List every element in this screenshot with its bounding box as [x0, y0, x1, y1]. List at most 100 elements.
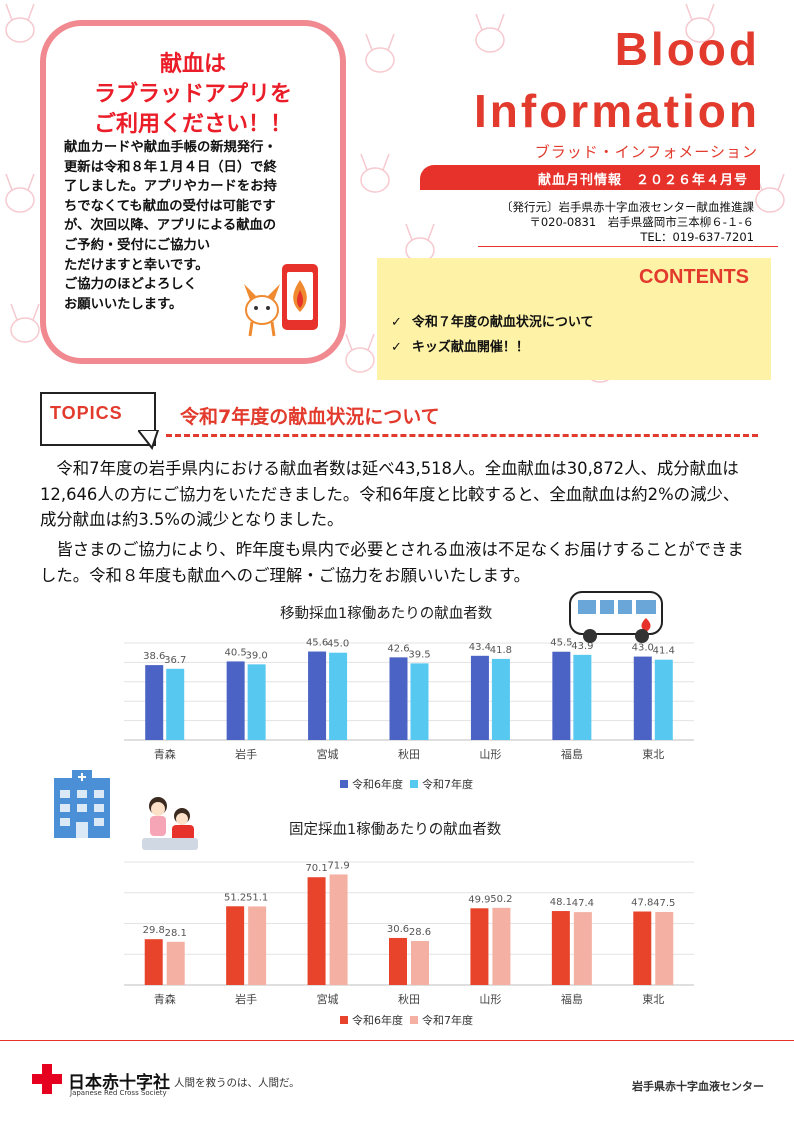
subtitle: ブラッド・インフォメーション: [534, 143, 758, 161]
check-icon: ✓: [391, 340, 402, 355]
bar: [411, 941, 429, 985]
bar: [654, 659, 673, 740]
data-label: 50.2: [490, 894, 512, 905]
publisher: 〔発行元〕岩手県赤十字血液センター献血推進課: [501, 200, 754, 214]
data-label: 48.1: [550, 897, 572, 908]
legend-label: 令和7年度: [422, 778, 473, 791]
category-label: 福島: [561, 747, 583, 761]
topic-paragraph: 皆さまのご協力により、昨年度も県内で必要とされる血液は不足なくお届けすることがで…: [40, 540, 744, 585]
category-label: 宮城: [317, 747, 339, 761]
bar: [389, 657, 408, 740]
chart-legend: 令和6年度 令和7年度: [340, 1012, 473, 1028]
title-information: Information: [474, 85, 760, 137]
topics-label: TOPICS: [50, 403, 123, 423]
legend-swatch: [340, 1016, 348, 1024]
bar: [226, 661, 245, 740]
bar: [389, 937, 407, 985]
org-name: 日本赤十字社: [68, 1073, 170, 1093]
mascot-with-phone-illustration: [244, 264, 318, 337]
data-label: 39.0: [246, 650, 268, 661]
data-label: 42.6: [387, 643, 409, 654]
legend-swatch: [410, 780, 418, 788]
bar: [551, 911, 570, 985]
bar: [329, 652, 348, 740]
contents-item: ✓ 令和７年度の献血状況について: [391, 311, 594, 330]
data-label: 28.6: [409, 927, 431, 938]
contents-item-label: 令和７年度の献血状況について: [411, 315, 594, 330]
data-label: 43.4: [469, 642, 491, 653]
background-pattern: [5, 3, 785, 383]
title-blood: Blood: [614, 23, 760, 75]
notice-title: 献血は ラブラッドアプリを ご利用ください！！: [93, 52, 292, 137]
data-label: 38.6: [143, 651, 165, 662]
data-label: 45.6: [306, 638, 328, 649]
contents-item: ✓ キッズ献血開催！！: [391, 336, 529, 355]
bar: [144, 939, 163, 985]
issue-bar: 献血月刊情報 ２０２６年４月号: [420, 165, 760, 190]
data-label: 51.1: [246, 892, 268, 903]
contents-item-label: キッズ献血開催！！: [411, 340, 529, 355]
org-name-en: Japanese Red Cross Society: [70, 1089, 167, 1097]
data-label: 29.8: [143, 925, 165, 936]
topic-heading: 令和7年度の献血状況について: [180, 406, 440, 428]
category-label: 秋田: [398, 747, 420, 761]
bar: [633, 911, 652, 985]
topics-box: [40, 392, 156, 446]
bar: [308, 651, 327, 740]
bar: [410, 663, 429, 740]
data-label: 41.8: [490, 645, 512, 656]
data-label: 36.7: [164, 655, 186, 666]
bar: [491, 658, 510, 740]
app-notice-card: 献血は ラブラッドアプリを ご利用ください！！ 献血カードや献血手帳の新規発行・…: [40, 20, 346, 364]
category-label: 東北: [642, 748, 664, 761]
data-label: 40.5: [225, 647, 247, 658]
data-label: 47.8: [631, 898, 653, 909]
data-label: 47.4: [572, 898, 594, 909]
data-label: 70.1: [305, 863, 327, 874]
blood-bus-illustration: [569, 591, 663, 643]
org-motto: 人間を救うのは、人間だ。: [174, 1077, 300, 1089]
data-label: 51.2: [224, 892, 246, 903]
bar: [145, 665, 164, 740]
category-label: 岩手: [235, 747, 257, 761]
bar: [633, 656, 652, 740]
chart-title: 固定採血1稼働あたりの献血者数: [289, 822, 502, 838]
category-label: 東北: [642, 993, 664, 1006]
blood-center-name: 岩手県赤十字血液センター: [632, 1080, 764, 1093]
hospital-building-icon: [54, 770, 110, 838]
bar: [248, 906, 267, 985]
bar: [307, 877, 326, 985]
bar: [247, 664, 266, 740]
data-label: 45.0: [327, 639, 349, 650]
chart-legend: 令和6年度 令和7年度: [340, 776, 473, 792]
topic-paragraph: 令和7年度の岩手県内における献血者数は延べ43,518人。全血献血は30,872…: [40, 459, 740, 529]
category-label: 岩手: [235, 992, 257, 1006]
legend-label: 令和6年度: [352, 1014, 403, 1027]
data-label: 47.5: [653, 898, 675, 909]
notice-body: 献血カードや献血手帳の新規発行・ 更新は令和８年１月４日（日）で終 了しました。…: [64, 140, 277, 312]
category-label: 青森: [154, 992, 176, 1006]
bar: [655, 911, 674, 985]
category-label: 宮城: [317, 992, 339, 1006]
category-label: 山形: [479, 748, 501, 761]
address: 〒020-0831 岩手県盛岡市三本柳６-１-６: [529, 215, 754, 229]
bar: [470, 908, 489, 985]
bar: [470, 655, 489, 740]
contents-heading: CONTENTS: [639, 266, 749, 288]
bar: [552, 651, 571, 740]
data-label: 28.1: [165, 928, 187, 939]
data-label: 71.9: [327, 860, 349, 871]
bar: [166, 668, 185, 740]
footer-divider: [0, 1040, 794, 1041]
telephone: TEL：019-637-7201: [640, 230, 754, 244]
dashed-divider: [166, 434, 758, 437]
bar: [329, 874, 348, 985]
category-label: 山形: [479, 993, 501, 1006]
contents-box: CONTENTS ✓ 令和７年度の献血状況について ✓ キッズ献血開催！！: [377, 258, 771, 380]
speech-tail-icon: [138, 430, 160, 450]
legend-label: 令和6年度: [352, 778, 403, 791]
bar: [573, 912, 592, 985]
category-label: 秋田: [398, 992, 420, 1006]
legend-label: 令和7年度: [422, 1014, 473, 1027]
data-label: 49.9: [468, 894, 490, 905]
